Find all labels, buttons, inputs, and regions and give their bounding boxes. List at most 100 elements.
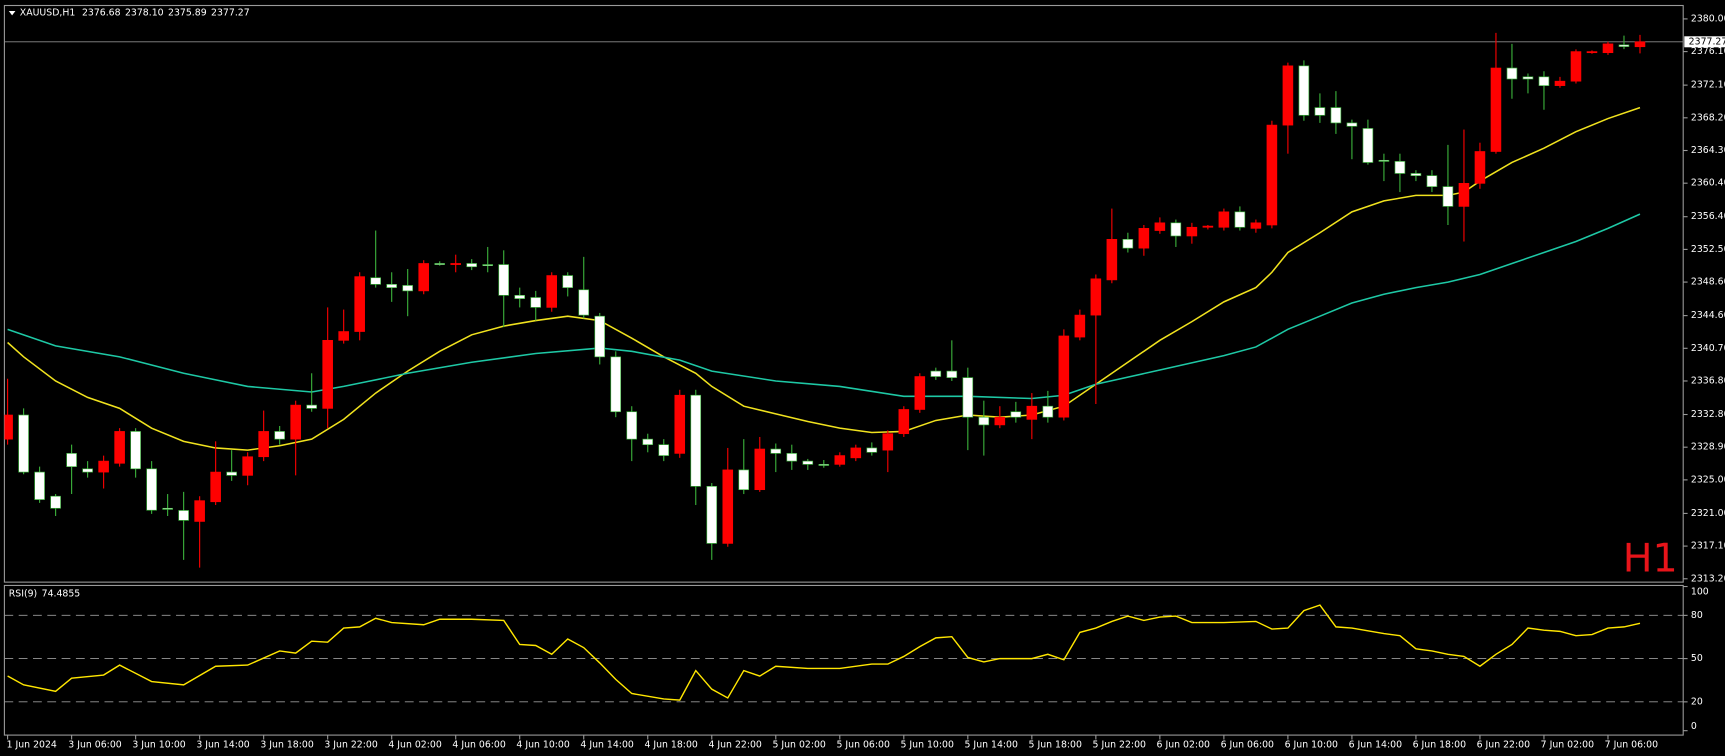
candle-body [930,370,942,377]
candle-body [418,263,429,292]
candle-body [1186,226,1198,237]
candle-body [770,448,782,454]
candle-body [386,284,397,288]
rsi-y-tick-label: 100 [1691,587,1709,598]
candle-body [1394,161,1406,174]
candle-body [898,409,910,435]
candle-body [322,340,333,409]
x-tick-label: 3 Jun 06:00 [68,739,121,750]
candle-body [1442,186,1454,207]
x-tick-label: 7 Jun 06:00 [1605,739,1658,750]
y-tick-label: 2321.00 [1691,508,1725,519]
candle-body [1602,43,1614,54]
collapse-icon[interactable] [8,11,16,16]
candle-body [1170,222,1182,237]
x-tick-label: 6 Jun 22:00 [1477,739,1530,750]
y-tick-label: 2325.00 [1691,474,1725,485]
candle-body [66,453,77,467]
candle-body [1074,314,1086,338]
x-tick-label: 3 Jun 14:00 [196,739,249,750]
candle-body [1234,211,1246,228]
x-tick-label: 6 Jun 14:00 [1349,739,1402,750]
candle-body [1250,222,1262,229]
candle-body [914,376,926,410]
candle-body [98,460,109,473]
y-tick-label: 2372.10 [1691,80,1725,91]
candle-body [178,510,189,521]
rsi-y-tick-label: 80 [1691,610,1703,621]
candle-body [722,469,734,544]
candle-body [786,453,798,462]
y-tick-label: 2332.80 [1691,409,1725,420]
x-tick-label: 6 Jun 10:00 [1285,739,1338,750]
candle-body [626,411,638,440]
candle-body [1618,44,1630,47]
y-tick-label: 2340.70 [1691,343,1725,354]
ohlc-value: 2378.10 [125,8,164,19]
candle-body [530,297,542,308]
x-tick-label: 4 Jun 18:00 [644,739,697,750]
candle-body [306,404,317,409]
y-tick-label: 2352.50 [1691,244,1725,255]
candle-body [802,460,814,465]
x-tick-label: 3 Jun 10:00 [132,739,185,750]
candle-body [994,416,1006,426]
candle-body [834,455,846,465]
candle-body [578,289,590,316]
candle-body [498,264,509,296]
rsi-plot [4,604,1684,703]
candle-body [370,277,381,285]
x-tick-label: 5 Jun 22:00 [1093,739,1146,750]
candle-body [450,263,461,265]
candle-body [434,263,445,265]
candle-body [402,285,413,292]
y-tick-label: 2376.10 [1691,46,1725,57]
last-price-box [1684,36,1725,48]
candle-body [1282,65,1294,126]
candle-body [1010,411,1022,418]
candle-body [1106,239,1118,281]
candle-body [34,471,45,500]
candle-body [562,275,574,288]
candle-body [818,464,830,466]
x-tick-label: 3 Jun 18:00 [260,739,313,750]
candle-body [946,370,958,378]
candle-body [242,456,253,476]
timeframe-watermark: H1 [1623,536,1678,582]
y-tick-label: 2356.40 [1691,211,1725,222]
x-tick-label: 5 Jun 10:00 [901,739,954,750]
candle-body [226,471,237,476]
candle-body [114,431,125,464]
candle-body [690,394,702,487]
candle-body [1042,405,1054,418]
ohlc-value: 2377.27 [211,8,250,19]
candle-body [1458,183,1470,207]
candle-body [1314,107,1326,116]
y-tick-label: 2313.20 [1691,573,1725,584]
candle-body [594,315,606,358]
candle-body [1090,278,1102,316]
x-tick-label: 5 Jun 06:00 [836,739,889,750]
y-tick-label: 2364.30 [1691,145,1725,156]
x-tick-label: 4 Jun 14:00 [580,739,633,750]
candle-body [1298,65,1310,116]
candle-body [130,431,141,470]
candle-body [354,276,365,332]
x-tick-label: 6 Jun 02:00 [1157,739,1210,750]
candle-body [1346,122,1358,127]
candle-body [978,416,990,426]
x-tick-label: 4 Jun 06:00 [452,739,505,750]
rsi-y-tick-label: 50 [1691,653,1703,664]
axes: 2380.00 2376.10 2372.10 2368.20 2364.30 2360.… [7,13,1725,750]
candle-body [1330,107,1342,124]
y-tick-label: 2317.10 [1691,541,1725,552]
candle-body [210,471,221,503]
moving-average-line [7,106,1641,451]
candle-body [274,431,285,440]
candle-body [1058,335,1070,418]
candle-body [850,447,862,459]
candle-body [514,294,526,299]
